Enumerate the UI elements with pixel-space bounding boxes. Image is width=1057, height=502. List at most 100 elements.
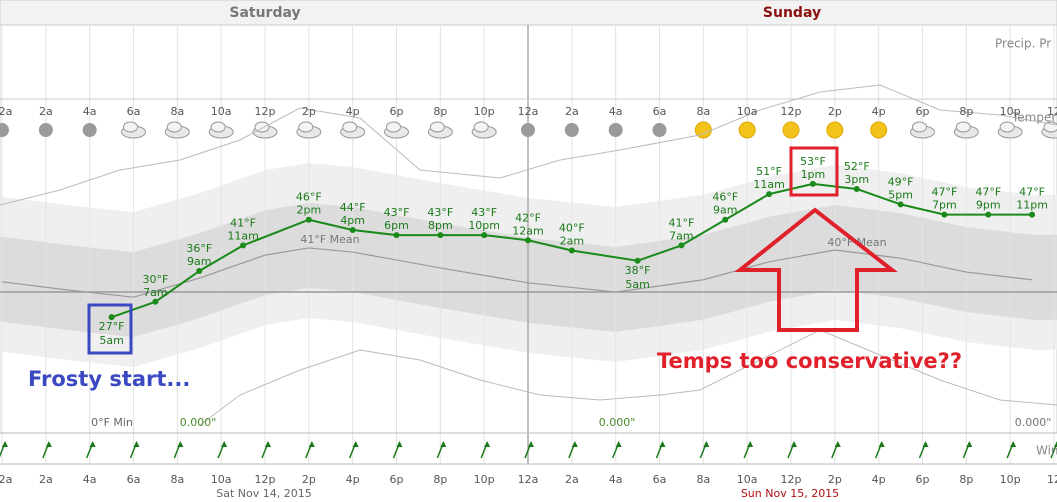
- temperature-label: 44°F: [340, 201, 366, 214]
- wind-arrow-head: [133, 441, 140, 447]
- time-label: 2pm: [296, 204, 321, 217]
- hour-label: 4a: [83, 473, 97, 486]
- temperature-label: 36°F: [186, 242, 212, 255]
- arrow: [734, 207, 898, 332]
- hour-label: 10p: [1000, 473, 1021, 486]
- temperature-point: [941, 211, 948, 218]
- hour-label: 12a: [0, 105, 12, 118]
- hour-label: 12: [1047, 473, 1057, 486]
- hour-label: 10a: [211, 105, 232, 118]
- hour-label: 12a: [518, 473, 539, 486]
- temperature-label: 43°F: [384, 206, 410, 219]
- hour-label: 6p: [390, 473, 404, 486]
- hour-label: 12: [1047, 105, 1057, 118]
- temperature-label: 46°F: [296, 191, 322, 204]
- time-label: 10pm: [468, 219, 500, 232]
- annotation: Temps too conservative??: [657, 349, 962, 373]
- temperature-label: 53°F: [800, 155, 826, 168]
- temperature-label: 47°F: [1019, 186, 1045, 199]
- temperature-label: 52°F: [844, 160, 870, 173]
- temperature-label: 46°F: [712, 191, 738, 204]
- temperature-point: [766, 191, 773, 198]
- hour-label: 2p: [828, 105, 842, 118]
- time-label: 11am: [753, 178, 784, 191]
- precip-label: 0.000": [599, 416, 636, 429]
- temperature-point: [678, 242, 685, 249]
- time-label: 12am: [512, 224, 543, 237]
- wind-arrow-head: [571, 441, 578, 447]
- wind-arrow-head: [878, 441, 885, 447]
- hour-label: 4p: [872, 105, 886, 118]
- time-label: 9pm: [976, 199, 1001, 212]
- time-label: 7am: [143, 286, 167, 299]
- wind-arrow-head: [615, 441, 622, 447]
- hour-label: 4p: [872, 473, 886, 486]
- hour-label: 10a: [211, 473, 232, 486]
- time-label: 5am: [99, 334, 123, 347]
- mean-label: 41°F Mean: [300, 233, 359, 246]
- time-label: 4pm: [340, 214, 365, 227]
- temperature-label: 43°F: [471, 206, 497, 219]
- hour-label: 10p: [474, 473, 495, 486]
- sun-icon: [826, 121, 844, 139]
- moon-icon: [0, 123, 9, 137]
- hour-label: 10p: [1000, 105, 1021, 118]
- wind-arrow-head: [2, 441, 8, 447]
- hour-label: 8a: [170, 473, 184, 486]
- temperature-point: [634, 257, 641, 264]
- hour-label: 12p: [255, 473, 276, 486]
- temperature-point: [108, 314, 115, 321]
- temperature-point: [240, 242, 247, 249]
- moon-icon: [38, 123, 53, 137]
- temperature-point: [897, 201, 904, 208]
- wind-arrow-head: [528, 441, 534, 447]
- temperature-label: 38°F: [625, 264, 651, 277]
- time-label: 7am: [669, 229, 693, 242]
- cloud-icon: [254, 121, 270, 133]
- time-label: 8pm: [428, 219, 453, 232]
- wind-arrow-head: [440, 441, 447, 447]
- time-label: 9am: [713, 204, 737, 217]
- time-label: 7pm: [932, 199, 957, 212]
- temperature-label: 41°F: [669, 216, 695, 229]
- day-label: Saturday: [229, 5, 300, 21]
- temperature-point: [809, 180, 816, 187]
- time-label: 11am: [227, 229, 258, 242]
- hour-label: 10a: [737, 105, 758, 118]
- temperature-label: 27°F: [99, 320, 125, 333]
- temperature-point: [393, 232, 400, 239]
- hour-label: 6a: [653, 105, 667, 118]
- cloud-icon: [123, 121, 138, 133]
- mean-line: [1, 247, 1033, 298]
- temperature-label: 47°F: [932, 186, 958, 199]
- temperature-point: [1029, 211, 1036, 218]
- temperature-label: 42°F: [515, 211, 541, 224]
- temperature-point: [985, 211, 992, 218]
- wind-arrow-head: [1054, 441, 1057, 447]
- temperature-label: 51°F: [756, 165, 782, 178]
- temperature-point: [196, 268, 203, 275]
- time-label: 6pm: [384, 219, 409, 232]
- time-label: 2am: [560, 235, 584, 248]
- grid: [0, 25, 1057, 464]
- moon-icon: [608, 123, 623, 137]
- wind-arrow-head: [177, 441, 184, 447]
- hour-label: 12p: [781, 473, 802, 486]
- cloud-icon: [342, 121, 358, 133]
- wind-arrow-head: [221, 441, 228, 447]
- time-label: 5am: [625, 278, 649, 291]
- highlight-box: [87, 303, 133, 355]
- temperature-point: [305, 216, 312, 223]
- temperature-label: 40°F: [559, 222, 585, 235]
- panel-label: Temper: [1011, 111, 1056, 125]
- record-high-line: [0, 84, 1057, 206]
- hour-label: 4a: [609, 473, 623, 486]
- panel-label: Win: [1036, 444, 1057, 458]
- wind-arrow-head: [703, 441, 710, 447]
- hour-label: 12p: [255, 105, 276, 118]
- wind-arrow-head: [791, 441, 797, 447]
- wind-arrow-head: [747, 441, 754, 447]
- hour-label: 8p: [433, 105, 447, 118]
- highlight-box: [789, 146, 839, 197]
- moon-icon: [82, 123, 97, 137]
